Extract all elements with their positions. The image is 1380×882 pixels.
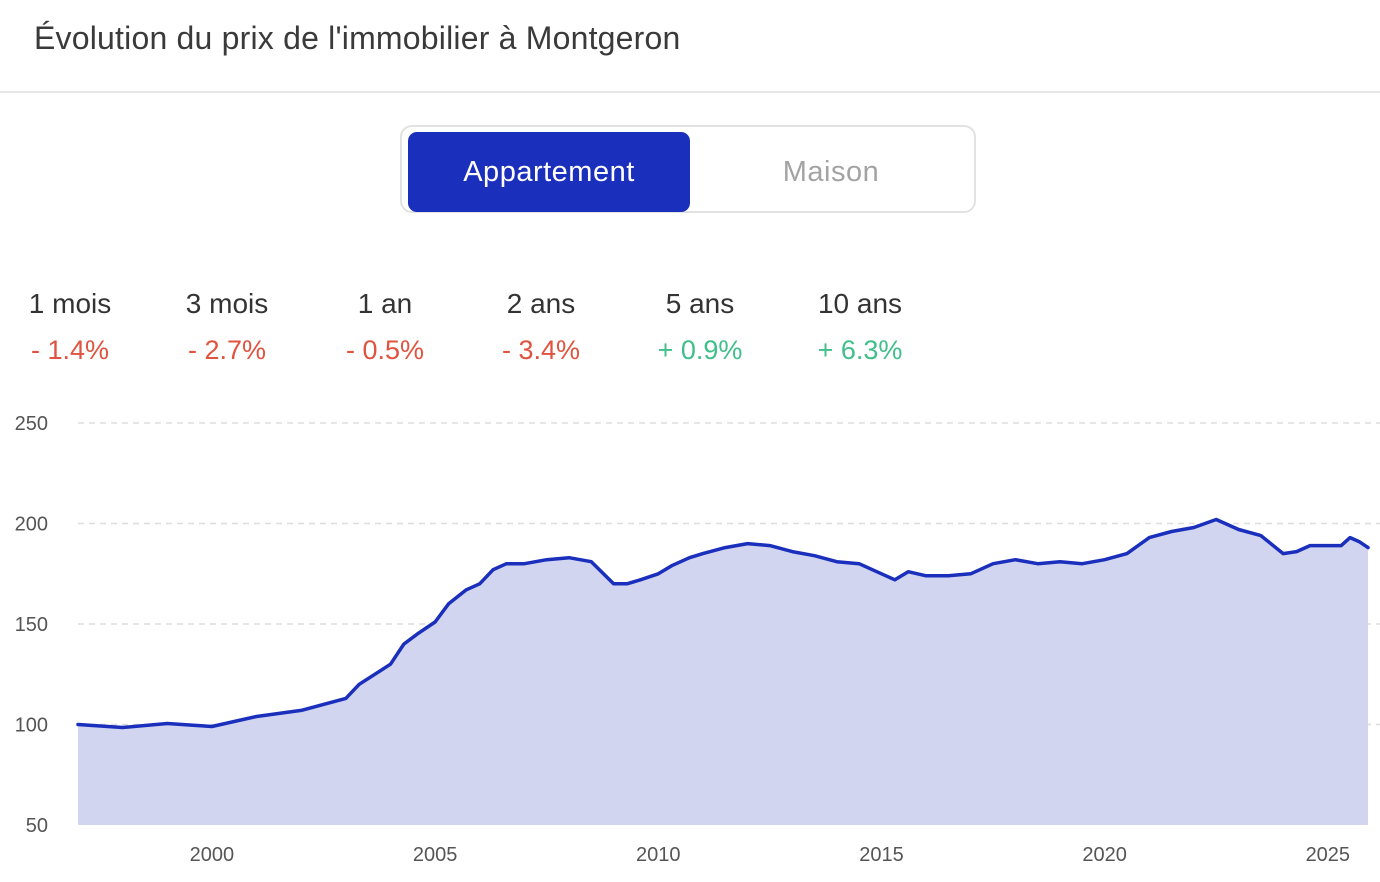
stat-value: - 3.4%	[501, 335, 581, 365]
x-tick-label: 2010	[636, 844, 681, 866]
stat-label: 5 ans	[665, 288, 735, 319]
stat-value: - 1.4%	[30, 335, 110, 365]
price-change-stats: 1 mois - 1.4% 3 mois - 2.7% 1 an - 0.5% …	[0, 285, 960, 375]
house-tab[interactable]: Maison	[782, 155, 880, 188]
price-evolution-chart: 50 100 150 200 250 2000 2005 2010 2015 2020 2025	[15, 413, 1380, 866]
apartment-tab[interactable]: Appartement	[408, 132, 690, 212]
y-tick-label: 100	[15, 715, 48, 737]
x-tick-label: 2025	[1306, 844, 1351, 866]
stat-1-month: 1 mois - 1.4%	[0, 285, 150, 370]
stat-3-months: 3 mois - 2.7%	[147, 285, 307, 370]
x-tick-label: 2015	[859, 844, 904, 866]
y-tick-label: 200	[15, 514, 48, 536]
stat-value: - 0.5%	[345, 335, 425, 365]
property-type-toggle: Appartement Maison	[400, 125, 976, 213]
stat-label: 3 mois	[185, 288, 269, 319]
stat-label: 10 ans	[817, 288, 903, 319]
y-tick-label: 250	[15, 413, 48, 435]
stat-value: + 0.9%	[657, 335, 743, 365]
price-line	[76, 517, 1370, 730]
x-tick-label: 2005	[413, 844, 458, 866]
stat-value: - 2.7%	[187, 335, 267, 365]
stat-10-years: 10 ans + 6.3%	[780, 285, 940, 370]
stat-5-years: 5 ans + 0.9%	[620, 285, 780, 370]
stat-value: + 6.3%	[817, 335, 903, 365]
stat-2-years: 2 ans - 3.4%	[461, 285, 621, 370]
page-title: Évolution du prix de l'immobilier à Mont…	[34, 20, 681, 56]
x-tick-label: 2020	[1082, 844, 1127, 866]
header-divider	[0, 91, 1380, 93]
x-tick-label: 2000	[190, 844, 235, 866]
stat-1-year: 1 an - 0.5%	[305, 285, 465, 370]
stat-label: 1 mois	[28, 288, 112, 319]
y-tick-label: 150	[15, 614, 48, 636]
stat-label: 1 an	[357, 288, 413, 319]
price-area	[78, 519, 1368, 825]
y-tick-label: 50	[26, 815, 48, 837]
stat-label: 2 ans	[506, 288, 576, 319]
